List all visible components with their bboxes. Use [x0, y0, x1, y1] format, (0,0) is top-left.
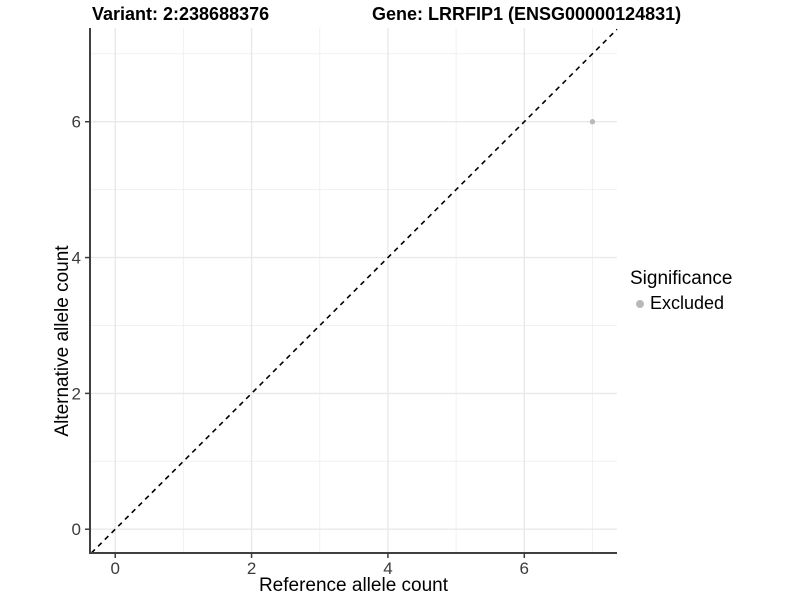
- identity-reference-line: [90, 28, 618, 554]
- y-tick-label: 0: [72, 520, 81, 539]
- y-tick-label: 6: [72, 113, 81, 132]
- y-tick-label: 4: [72, 249, 81, 268]
- x-axis-title: Reference allele count: [258, 575, 449, 596]
- legend-item-excluded: Excluded: [630, 293, 732, 314]
- y-axis-title: Alternative allele count: [52, 245, 73, 437]
- legend-title: Significance: [630, 268, 733, 289]
- x-tick-label: 6: [520, 559, 529, 578]
- legend: Significance Excluded: [630, 268, 732, 314]
- x-tick-label: 4: [383, 559, 392, 578]
- y-tick-label: 2: [72, 384, 81, 403]
- x-tick-label: 2: [247, 559, 256, 578]
- legend-item-label: Excluded: [650, 293, 725, 313]
- x-tick-label: 0: [110, 559, 119, 578]
- data-point: [589, 119, 596, 125]
- plot-title-variant: Variant: 2:238688376: [92, 4, 270, 24]
- legend-point-icon: [636, 299, 644, 308]
- plot-title-gene: Gene: LRRFIP1 (ENSG00000124831): [372, 4, 682, 24]
